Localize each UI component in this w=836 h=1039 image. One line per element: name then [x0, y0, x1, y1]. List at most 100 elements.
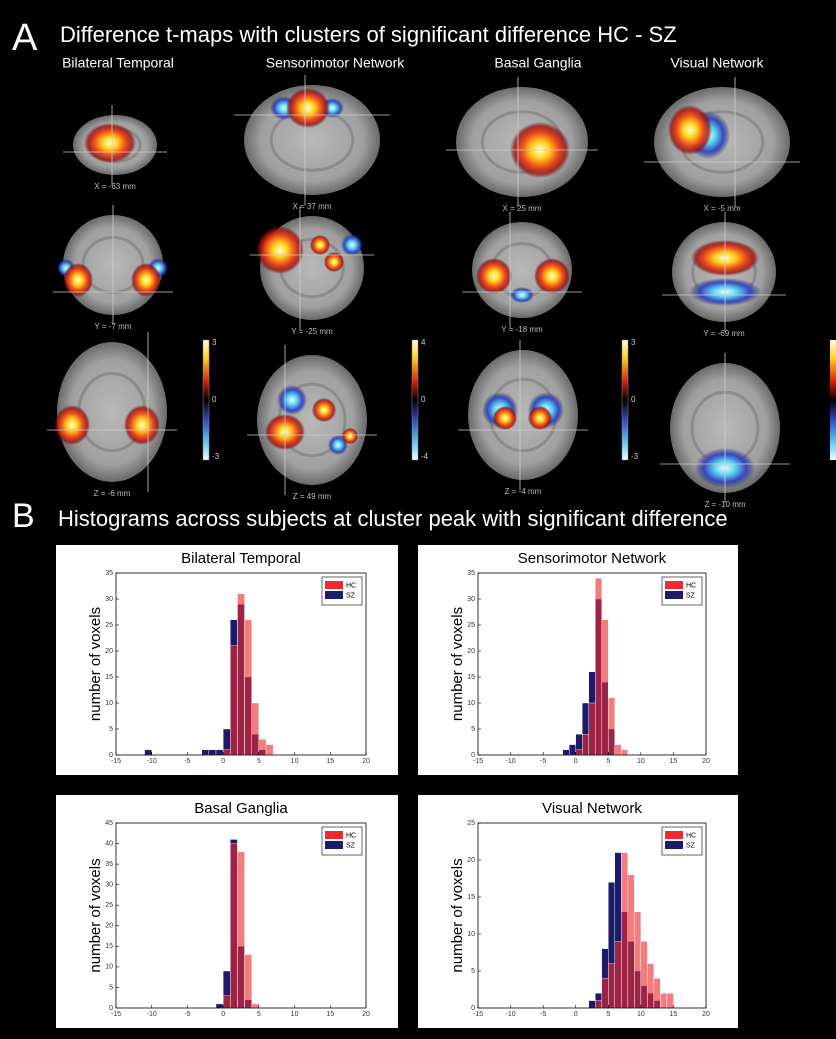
- histogram-bar: [654, 978, 661, 1008]
- histogram-bar: [621, 853, 628, 1008]
- legend-swatch: [325, 841, 343, 849]
- column-title: Visual Network: [670, 55, 764, 71]
- panel-title: Histograms across subjects at cluster pe…: [58, 506, 728, 531]
- colorbar-label: -3: [631, 452, 639, 461]
- slice-coordinate: Y = -25 mm: [291, 327, 333, 336]
- histogram-bar: [660, 993, 667, 1008]
- cluster-negative: [510, 287, 534, 303]
- x-tick-label: 5: [257, 1011, 261, 1018]
- cluster-positive: [310, 235, 330, 255]
- histogram-bar: [266, 745, 273, 755]
- cluster-positive: [528, 406, 552, 430]
- histogram-bar: [628, 875, 635, 1008]
- colorbar-label: 0: [421, 395, 426, 404]
- y-tick-label: 35: [467, 570, 475, 577]
- x-tick-label: 10: [637, 758, 645, 765]
- y-tick-label: 0: [471, 1005, 475, 1012]
- x-tick-label: 0: [221, 1011, 225, 1018]
- cluster-negative: [277, 385, 307, 415]
- histogram-bar: [245, 955, 252, 1008]
- slice-coordinate: X = 37 mm: [293, 202, 332, 211]
- histogram-bar: [602, 620, 609, 755]
- histogram-bar: [245, 620, 252, 755]
- colorbar-label: -3: [212, 452, 220, 461]
- slice-coordinate: Z = -10 mm: [704, 500, 745, 509]
- legend-swatch: [665, 831, 683, 839]
- histogram-bar: [237, 852, 244, 1008]
- histogram-bar: [252, 1004, 259, 1008]
- slice-coordinate: Y = -18 mm: [501, 325, 543, 334]
- histogram-bar: [647, 964, 654, 1008]
- y-tick-label: 10: [105, 964, 113, 971]
- slice-coordinate: Y = -7 mm: [95, 322, 132, 331]
- x-tick-label: 5: [606, 1011, 610, 1018]
- x-tick-label: -15: [111, 758, 121, 765]
- histogram-bar: [259, 739, 266, 755]
- legend-swatch: [325, 581, 343, 589]
- x-tick-label: 20: [362, 1011, 370, 1018]
- slice-coordinate: X = 25 mm: [503, 204, 542, 213]
- y-tick-label: 0: [471, 752, 475, 759]
- histogram-bar: [602, 978, 609, 1008]
- x-tick-label: 0: [574, 1011, 578, 1018]
- histogram-bar: [252, 703, 259, 755]
- x-tick-label: -5: [184, 1011, 190, 1018]
- cluster-negative: [341, 234, 363, 256]
- slice-coordinate: X = -5 mm: [703, 204, 740, 213]
- y-tick-label: 20: [467, 648, 475, 655]
- chart-title: Basal Ganglia: [194, 800, 288, 817]
- colorbar-label: 0: [631, 395, 636, 404]
- x-tick-label: -15: [473, 1011, 483, 1018]
- colorbar-label: -4: [421, 452, 429, 461]
- histogram-bar: [582, 734, 589, 755]
- y-tick-label: 15: [467, 674, 475, 681]
- slice-coordinate: Y = -69 mm: [703, 329, 745, 338]
- chart-title: Sensorimotor Network: [518, 550, 667, 567]
- column-title: Bilateral Temporal: [62, 55, 174, 71]
- histogram-bar: [608, 698, 615, 755]
- legend-label: SZ: [346, 592, 356, 599]
- cluster-positive: [493, 406, 517, 430]
- chart-title: Visual Network: [542, 800, 642, 817]
- histogram-bar: [209, 750, 216, 755]
- y-tick-label: 20: [105, 648, 113, 655]
- x-tick-label: -5: [184, 758, 190, 765]
- histogram-bar: [223, 996, 230, 1008]
- legend-label: SZ: [686, 592, 696, 599]
- colorbar-label: 0: [212, 395, 217, 404]
- y-tick-label: 20: [105, 923, 113, 930]
- histogram-bar: [615, 941, 622, 1008]
- legend-label: HC: [686, 582, 696, 589]
- panel-label: B: [12, 497, 35, 535]
- histogram-bar: [641, 941, 648, 1008]
- cluster-positive: [84, 123, 136, 163]
- histogram-bar: [589, 703, 596, 755]
- y-tick-label: 35: [105, 570, 113, 577]
- legend-swatch: [325, 831, 343, 839]
- y-tick-label: 25: [105, 902, 113, 909]
- cluster-positive: [54, 405, 90, 445]
- x-tick-label: 20: [362, 758, 370, 765]
- histogram-bar: [569, 745, 576, 755]
- histogram-bar: [237, 594, 244, 755]
- y-axis-label: number of voxels: [87, 858, 104, 972]
- y-tick-label: 15: [105, 674, 113, 681]
- y-tick-label: 45: [105, 820, 113, 827]
- x-tick-label: 0: [574, 758, 578, 765]
- legend-swatch: [665, 591, 683, 599]
- legend-swatch: [325, 591, 343, 599]
- y-tick-label: 25: [467, 820, 475, 827]
- x-tick-label: 20: [702, 758, 710, 765]
- histogram-bar: [595, 1001, 602, 1008]
- colorbar: [203, 340, 209, 460]
- histogram-bar: [621, 750, 628, 755]
- x-tick-label: -5: [540, 1011, 546, 1018]
- cluster-positive: [286, 88, 330, 128]
- panel-label: A: [12, 17, 38, 59]
- y-tick-label: 5: [109, 726, 113, 733]
- y-tick-label: 35: [105, 861, 113, 868]
- x-tick-label: 15: [670, 758, 678, 765]
- colorbar: [830, 340, 836, 460]
- x-tick-label: 15: [326, 758, 334, 765]
- column-title: Sensorimotor Network: [266, 55, 405, 71]
